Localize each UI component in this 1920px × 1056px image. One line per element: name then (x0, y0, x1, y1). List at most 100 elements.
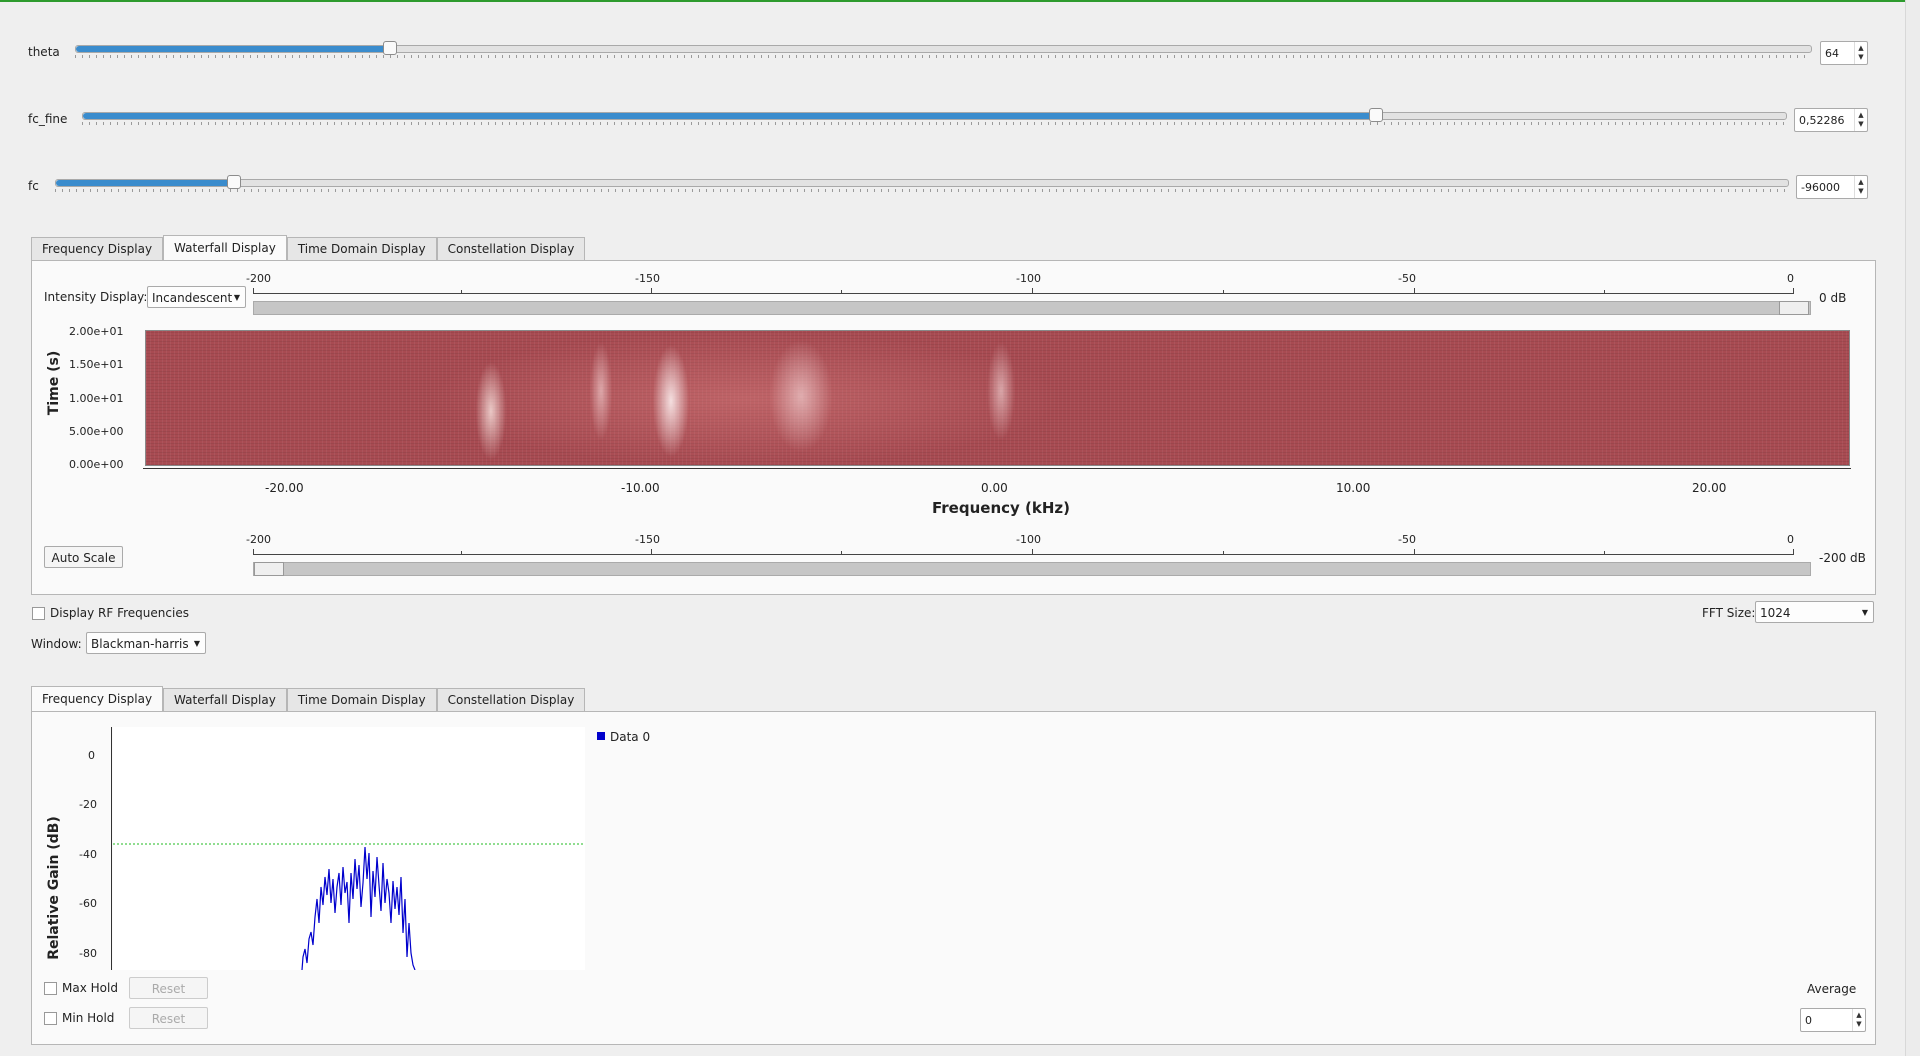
average-value: 0 (1805, 1013, 1812, 1027)
x-tick-label: -10.00 (621, 481, 660, 495)
y-tick-label: 1.00e+01 (69, 392, 124, 405)
spin-arrows-icon[interactable]: ▲ ▼ (1854, 42, 1867, 64)
min-intensity-slider[interactable] (253, 562, 1811, 576)
tab-waterfall-display[interactable]: Waterfall Display (163, 235, 287, 260)
theta-spinbox[interactable]: 64 ▲ ▼ (1820, 41, 1868, 65)
tab-frequency-display[interactable]: Frequency Display (31, 686, 164, 711)
tab-time-domain-display[interactable]: Time Domain Display (286, 688, 437, 711)
scale-tick-label: -50 (1398, 533, 1416, 546)
fc-fine-slider-handle[interactable] (1369, 108, 1383, 122)
x-tick-label: -20.00 (265, 481, 304, 495)
tab-time-domain-display[interactable]: Time Domain Display (286, 237, 437, 260)
scale-tick (1032, 288, 1033, 293)
y-tick-label: 5.00e+00 (69, 425, 124, 438)
window-select[interactable]: Blackman-harris ▼ (86, 632, 206, 654)
vertical-scrollbar[interactable] (1905, 0, 1920, 1056)
chevron-down-icon: ▼ (193, 639, 200, 648)
auto-scale-button[interactable]: Auto Scale (44, 546, 123, 568)
display-rf-checkbox[interactable] (32, 607, 45, 620)
fft-size-value: 1024 (1760, 606, 1791, 620)
spin-arrows-icon[interactable]: ▲ ▼ (1854, 109, 1867, 131)
intensity-value: Incandescent (152, 291, 233, 305)
freq-plot-canvas[interactable] (113, 727, 585, 971)
min-hold-checkbox[interactable] (44, 1012, 57, 1025)
waterfall-x-axis-line (143, 468, 1851, 469)
tab-frequency-display[interactable]: Frequency Display (31, 237, 164, 260)
waterfall-spectrogram[interactable] (145, 330, 1850, 466)
max-intensity-knob[interactable] (1779, 301, 1809, 315)
theta-slider[interactable] (75, 45, 1812, 53)
y-tick-label: 0.00e+00 (69, 458, 124, 471)
freq-y-tick-label: -40 (79, 848, 97, 861)
scale-tick-label: -100 (1016, 272, 1041, 285)
scale-tick (1604, 290, 1605, 293)
data-0-trace (301, 846, 416, 971)
bottom-scale-unit: -200 dB (1819, 551, 1866, 565)
spin-arrows-icon[interactable]: ▲ ▼ (1852, 1009, 1865, 1031)
fft-size-select[interactable]: 1024 ▼ (1755, 601, 1874, 623)
y-tick-label: 1.50e+01 (69, 358, 124, 371)
freq-y-tick-label: -60 (79, 897, 97, 910)
freq-y-tick-label: 0 (88, 749, 95, 762)
freq-y-axis-line (111, 727, 112, 970)
tab-constellation-display[interactable]: Constellation Display (436, 688, 586, 711)
top-tabbar: Frequency Display Waterfall Display Time… (31, 235, 586, 260)
tab-constellation-display[interactable]: Constellation Display (436, 237, 586, 260)
y-tick-label: 2.00e+01 (69, 325, 124, 338)
max-intensity-slider[interactable] (253, 301, 1811, 315)
window-label: Window: (31, 637, 82, 651)
legend-swatch (597, 732, 605, 740)
fc-label: fc (28, 179, 39, 193)
theta-label: theta (28, 45, 60, 59)
scale-tick (253, 549, 254, 554)
display-rf-label: Display RF Frequencies (50, 606, 189, 620)
intensity-select[interactable]: Incandescent ▼ (147, 286, 246, 308)
theta-slider-ticks (75, 55, 1810, 58)
top-scale-unit: 0 dB (1819, 291, 1847, 305)
fc-slider-handle[interactable] (227, 175, 241, 189)
scale-tick (1223, 290, 1224, 293)
window-value: Blackman-harris (91, 637, 189, 651)
scale-tick (1793, 288, 1794, 293)
fc-fine-spinbox[interactable]: 0,52286 ▲ ▼ (1794, 108, 1868, 132)
min-intensity-knob[interactable] (254, 562, 284, 576)
scale-tick (651, 549, 652, 554)
max-hold-reset-button[interactable]: Reset (129, 977, 208, 999)
scale-tick-label: 0 (1787, 533, 1794, 546)
scale-tick (841, 290, 842, 293)
scale-tick-label: -150 (635, 272, 660, 285)
fc-spinbox[interactable]: -96000 ▲ ▼ (1796, 175, 1868, 199)
spin-arrows-icon[interactable]: ▲ ▼ (1854, 176, 1867, 198)
top-intensity-scale: -200 -150 -100 -50 0 (246, 272, 1794, 296)
tab-waterfall-display[interactable]: Waterfall Display (163, 688, 287, 711)
scale-tick-label: -100 (1016, 533, 1041, 546)
scale-tick (253, 288, 254, 293)
scale-tick (1414, 549, 1415, 554)
min-hold-reset-button[interactable]: Reset (129, 1007, 208, 1029)
waterfall-y-axis-title: Time (s) (46, 350, 62, 416)
scale-tick-label: -200 (246, 533, 271, 546)
scale-tick (461, 551, 462, 554)
theta-slider-handle[interactable] (383, 41, 397, 55)
fc-fine-value: 0,52286 (1799, 113, 1845, 127)
average-label: Average (1807, 982, 1857, 996)
intensity-label: Intensity Display: (44, 290, 148, 304)
freq-y-axis-title-box: Relative Gain (dB) (44, 790, 66, 990)
window-top-border (0, 0, 1920, 2)
fc-fine-label: fc_fine (28, 112, 68, 126)
chevron-down-icon: ▼ (233, 293, 240, 302)
max-hold-checkbox[interactable] (44, 982, 57, 995)
x-tick-label: 10.00 (1336, 481, 1371, 495)
chevron-down-icon: ▼ (1861, 608, 1868, 617)
waterfall-x-axis-title: Frequency (kHz) (932, 499, 1070, 517)
fc-slider[interactable] (55, 179, 1789, 187)
fc-slider-ticks (55, 189, 1787, 192)
bottom-tabbar: Frequency Display Waterfall Display Time… (31, 686, 586, 711)
x-tick-label: 20.00 (1692, 481, 1727, 495)
theta-slider-fill (76, 46, 391, 52)
scale-tick (841, 551, 842, 554)
scale-tick (1414, 288, 1415, 293)
freq-plot-svg (113, 843, 585, 971)
average-spinbox[interactable]: 0 ▲ ▼ (1800, 1008, 1866, 1032)
fc-fine-slider[interactable] (82, 112, 1787, 120)
